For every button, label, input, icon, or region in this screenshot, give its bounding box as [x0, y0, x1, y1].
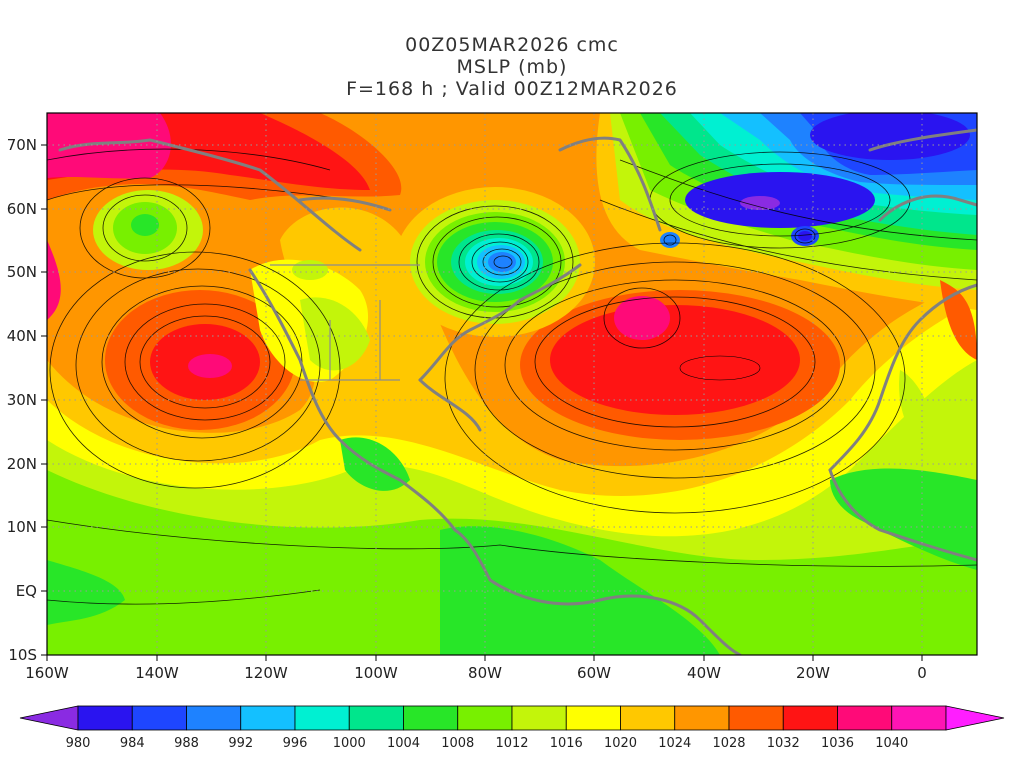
- colorbar-swatch: [565, 705, 621, 731]
- political-boundaries: [270, 264, 420, 381]
- colorbar-swatch: [294, 705, 350, 731]
- colorbar-swatch: [348, 705, 404, 731]
- colorbar-swatch: [674, 705, 730, 731]
- colorbar-swatch: [457, 705, 513, 731]
- colorbar-swatch: [77, 705, 133, 731]
- colorbar-swatch: [240, 705, 296, 731]
- colorbar-low-arrow: [19, 705, 79, 731]
- colorbar-swatch: [511, 705, 567, 731]
- lat-tick-label: EQ: [16, 582, 37, 600]
- title-line-2: MSLP (mb): [456, 56, 568, 78]
- colorbar: 980 984 988 992 996 1000 1004 1008 1012 1016 1020 1…: [19, 705, 1005, 751]
- colorbar-label: 980: [66, 736, 91, 751]
- colorbar-label: 984: [120, 736, 145, 751]
- colorbar-high-arrow: [945, 705, 1005, 731]
- colorbar-swatch: [891, 705, 947, 731]
- lat-tick-label: 50N: [7, 263, 37, 281]
- lon-tick-label: 40W: [687, 664, 721, 682]
- title-line-3: F=168 h ; Valid 00Z12MAR2026: [346, 78, 678, 100]
- colorbar-label: 1040: [875, 736, 908, 751]
- lat-tick-label: 20N: [7, 455, 37, 473]
- lon-tick-label: 60W: [577, 664, 611, 682]
- lat-tick-label: 10S: [8, 646, 37, 664]
- map-field: [47, 113, 977, 655]
- colorbar-label: 992: [228, 736, 253, 751]
- lat-tick-label: 30N: [7, 391, 37, 409]
- lon-tick-label: 120W: [244, 664, 288, 682]
- colorbar-swatch: [403, 705, 459, 731]
- colorbar-label: 1000: [333, 736, 366, 751]
- lon-labels: 160W 140W 120W 100W 80W 60W 40W 20W 0: [25, 664, 927, 682]
- colorbar-swatch: [131, 705, 187, 731]
- colorbar-swatch: [620, 705, 676, 731]
- lon-tick-label: 160W: [25, 664, 69, 682]
- graticule: [47, 113, 977, 655]
- colorbar-label: 1016: [550, 736, 583, 751]
- colorbar-swatch: [782, 705, 838, 731]
- lon-tick-label: 100W: [354, 664, 398, 682]
- lat-tick-label: 10N: [7, 518, 37, 536]
- lat-tick-label: 70N: [7, 136, 37, 154]
- map-frame: [46, 112, 978, 656]
- colorbar-label: 1036: [821, 736, 854, 751]
- colorbar-label: 1012: [495, 736, 528, 751]
- colorbar-label: 1008: [441, 736, 474, 751]
- lon-tick-label: 20W: [796, 664, 830, 682]
- colorbar-label: 1004: [387, 736, 420, 751]
- colorbar-label: 1020: [604, 736, 637, 751]
- lon-tick-label: 140W: [135, 664, 179, 682]
- title-line-1: 00Z05MAR2026 cmc: [405, 34, 619, 56]
- colorbar-swatch: [728, 705, 784, 731]
- lat-tick-label: 40N: [7, 327, 37, 345]
- colorbar-label: 1032: [767, 736, 800, 751]
- lon-tick-label: 80W: [468, 664, 502, 682]
- colorbar-label: 996: [283, 736, 308, 751]
- colorbar-label: 1024: [658, 736, 691, 751]
- lat-labels: 10S EQ 10N 20N 30N 40N 50N 60N 70N: [7, 136, 37, 664]
- colorbar-label: 1028: [712, 736, 745, 751]
- lat-tick-label: 60N: [7, 200, 37, 218]
- lon-tick-label: 0: [917, 664, 927, 682]
- colorbar-label: 988: [174, 736, 199, 751]
- colorbar-swatch: [837, 705, 893, 731]
- axis-ticks: [41, 144, 923, 661]
- colorbar-swatch: [186, 705, 242, 731]
